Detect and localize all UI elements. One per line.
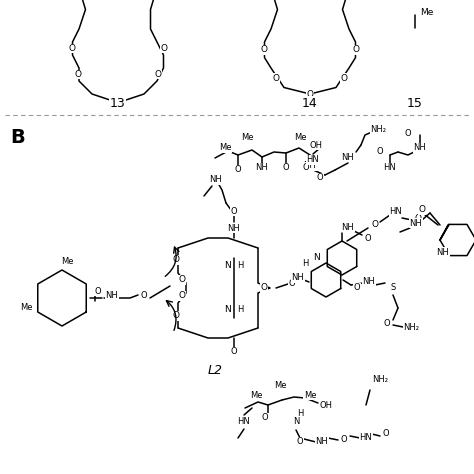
Text: NH₂: NH₂ — [403, 322, 419, 331]
Text: NH: NH — [316, 438, 328, 447]
Text: O: O — [68, 44, 75, 53]
Text: O: O — [74, 70, 81, 79]
Text: O: O — [155, 70, 162, 79]
Text: O: O — [383, 429, 389, 438]
Text: 14: 14 — [302, 97, 318, 109]
Text: NH: NH — [210, 175, 222, 184]
Text: O: O — [419, 206, 426, 215]
Text: 13: 13 — [110, 97, 126, 109]
Text: HN: HN — [307, 155, 319, 164]
Text: NH: NH — [106, 291, 118, 300]
Text: HN: HN — [360, 434, 373, 443]
Text: Me: Me — [304, 391, 316, 400]
Text: HN: HN — [390, 208, 402, 217]
Text: O: O — [260, 46, 267, 55]
Text: O: O — [261, 283, 267, 292]
Text: O: O — [377, 147, 383, 156]
Text: O: O — [179, 292, 185, 301]
Text: O: O — [353, 46, 360, 55]
Text: Me: Me — [420, 8, 433, 17]
Text: N: N — [293, 418, 299, 427]
Text: O: O — [307, 90, 313, 99]
Text: Me: Me — [241, 133, 253, 142]
Text: O: O — [235, 165, 241, 174]
Text: O: O — [365, 234, 371, 243]
Text: O: O — [372, 219, 379, 228]
Text: NH₂: NH₂ — [370, 126, 386, 135]
Text: H: H — [237, 262, 243, 271]
Text: Me: Me — [61, 257, 73, 266]
Text: O: O — [115, 96, 121, 105]
Text: Me: Me — [294, 133, 306, 142]
Text: H: H — [237, 306, 243, 315]
Text: NH: NH — [363, 276, 375, 285]
Text: O: O — [262, 413, 268, 422]
Text: NH: NH — [255, 164, 268, 173]
Text: O: O — [173, 255, 180, 264]
Text: O: O — [179, 275, 185, 284]
Text: HN: HN — [237, 418, 250, 427]
Text: Me: Me — [219, 144, 231, 153]
Text: HN: HN — [383, 164, 396, 173]
Text: Me: Me — [274, 381, 286, 390]
Text: O: O — [289, 280, 295, 289]
Text: O: O — [414, 213, 421, 222]
Text: L2: L2 — [208, 364, 222, 376]
Text: O: O — [303, 163, 310, 172]
Text: O: O — [340, 74, 347, 83]
Text: OH: OH — [319, 401, 332, 410]
Text: NH: NH — [292, 273, 304, 283]
Text: S: S — [391, 283, 396, 292]
Text: O: O — [161, 44, 168, 53]
Text: O: O — [341, 436, 347, 445]
Text: O: O — [141, 292, 147, 301]
Text: NH: NH — [342, 222, 355, 231]
Text: O: O — [231, 207, 237, 216]
Text: NH: NH — [304, 162, 316, 171]
Text: H: H — [302, 258, 308, 267]
Text: O: O — [405, 128, 411, 137]
Text: H: H — [297, 410, 303, 419]
Text: O: O — [273, 74, 280, 83]
Text: O: O — [354, 283, 360, 292]
Text: O: O — [317, 173, 323, 182]
Text: O: O — [283, 164, 289, 173]
Text: OH: OH — [310, 140, 322, 149]
Text: NH: NH — [228, 224, 240, 233]
Text: O: O — [95, 286, 101, 295]
Text: Me: Me — [20, 303, 32, 312]
Text: NH: NH — [410, 219, 422, 228]
Text: O: O — [297, 438, 303, 447]
Text: O: O — [173, 311, 180, 320]
Text: B: B — [10, 128, 25, 147]
Text: 15: 15 — [407, 97, 423, 109]
Text: NH: NH — [437, 247, 449, 256]
Text: Me: Me — [250, 391, 262, 400]
Text: N: N — [225, 306, 231, 315]
Text: N: N — [225, 262, 231, 271]
Text: O: O — [231, 347, 237, 356]
Text: NH₂: NH₂ — [372, 375, 388, 384]
Text: O: O — [383, 319, 390, 328]
Text: N: N — [314, 254, 320, 263]
Text: NH: NH — [414, 144, 427, 153]
Text: NH: NH — [342, 153, 355, 162]
